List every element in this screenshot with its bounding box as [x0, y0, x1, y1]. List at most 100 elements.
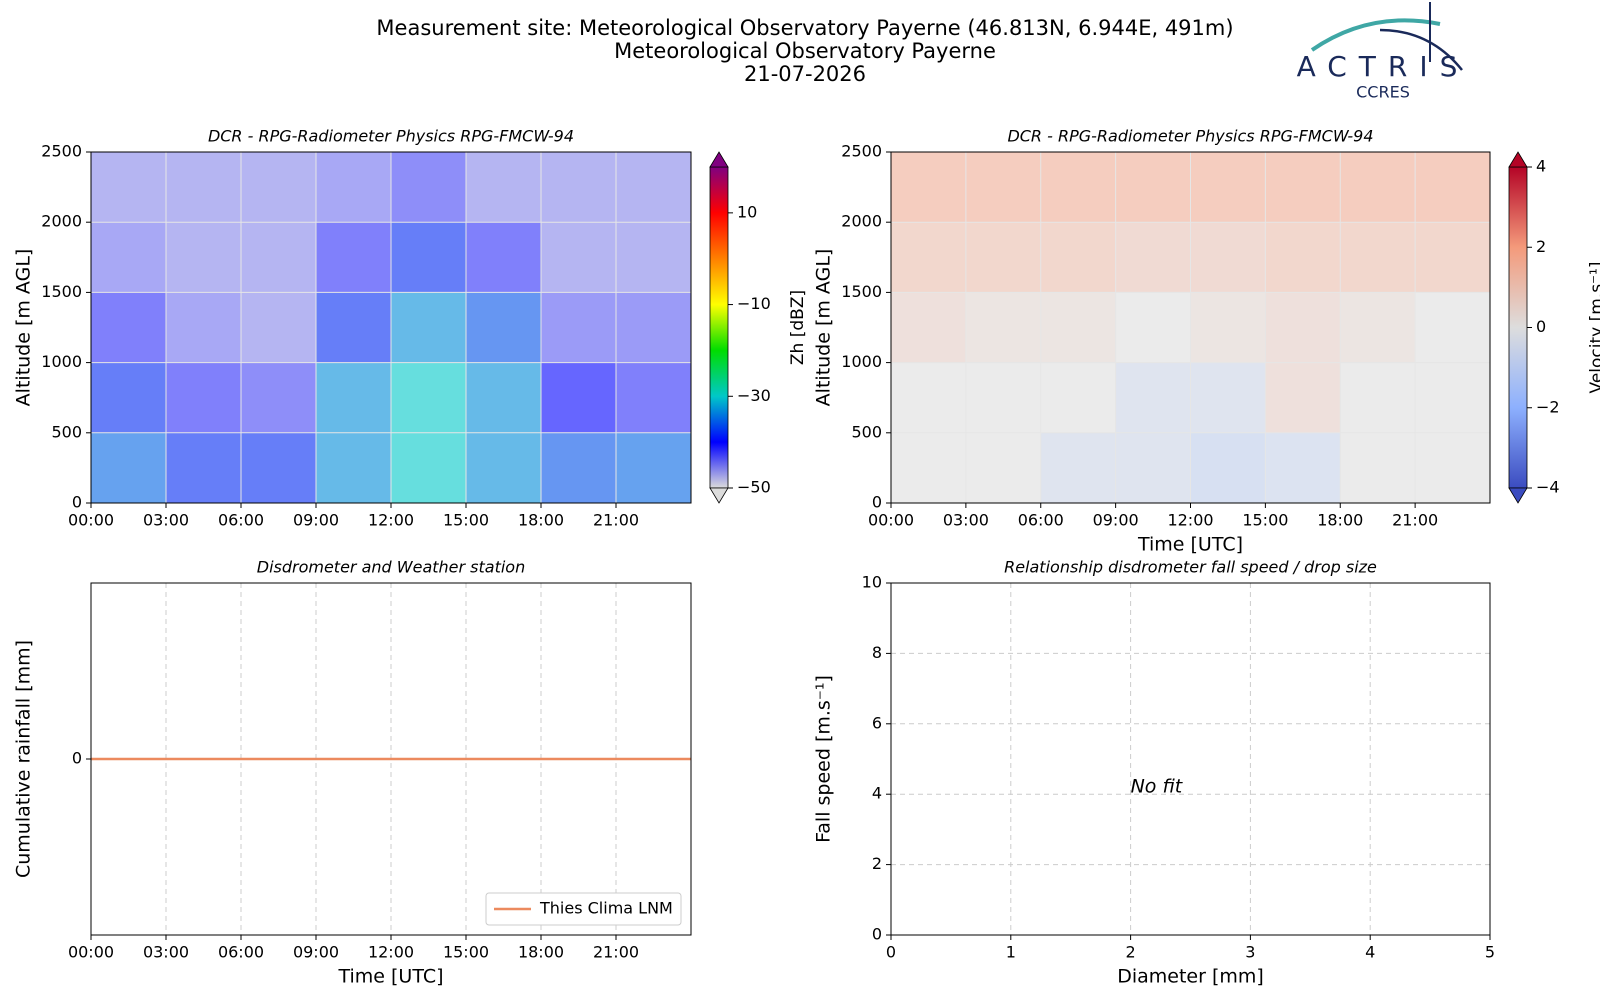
heatmap-cell	[166, 292, 241, 363]
heatmap-cell	[466, 152, 541, 223]
logo: ACTRIS CCRES	[1297, 2, 1470, 102]
x-tick-label: 00:00	[868, 511, 914, 530]
heatmap-cell	[1040, 432, 1116, 503]
heatmap-cell	[1040, 362, 1116, 433]
x-tick-label: 03:00	[943, 511, 989, 530]
x-tick-label: 5	[1485, 943, 1495, 962]
x-tick-label: 18:00	[518, 511, 564, 530]
y-tick-label: 0	[72, 493, 82, 512]
heatmap-cell	[1115, 362, 1191, 433]
legend-box	[485, 892, 682, 926]
colorbar-extend	[1508, 151, 1528, 168]
heatmap-cell	[1115, 222, 1191, 293]
x-tick-label: 0	[886, 943, 896, 962]
heatmap-cell	[466, 222, 541, 293]
heatmap-cell	[616, 362, 691, 433]
heatmap-cell	[965, 292, 1041, 363]
y-tick-label: 6	[872, 713, 882, 732]
x-tick-label: 21:00	[1392, 511, 1438, 530]
y-tick-label: 1000	[41, 352, 82, 371]
heatmap-cell	[316, 292, 391, 363]
colorbar-label: Zh [dBZ]	[788, 290, 808, 365]
x-tick-label: 09:00	[293, 943, 339, 962]
heatmap-cell	[541, 222, 616, 293]
y-tick-label: 2	[872, 854, 882, 873]
heatmap-cell	[1415, 362, 1490, 433]
chart-title: Relationship disdrometer fall speed / dr…	[1004, 558, 1377, 577]
colorbar-extend	[709, 487, 729, 504]
heatmap-cell	[1040, 222, 1116, 293]
x-tick-label: 06:00	[1018, 511, 1064, 530]
plot-frame	[90, 151, 692, 504]
x-tick-label: 00:00	[68, 511, 114, 530]
heatmap-cell	[616, 222, 691, 293]
logo-name: ACTRIS	[1297, 50, 1470, 83]
heatmap-cell	[166, 432, 241, 503]
heatmap-cell	[391, 152, 466, 223]
plot-frame	[90, 582, 692, 936]
heatmap-cell	[1115, 432, 1191, 503]
heatmap-cell	[241, 152, 316, 223]
heatmap-cell	[1040, 292, 1116, 363]
colorbar-label: Velocity [m.s⁻¹]	[1587, 262, 1600, 394]
heatmap-cell	[1415, 292, 1490, 363]
heatmap-cell	[1265, 362, 1341, 433]
heatmap-cell	[1190, 222, 1266, 293]
heatmap-cell	[891, 152, 966, 223]
plot-frame	[890, 151, 1491, 504]
heatmap-cell	[391, 222, 466, 293]
heatmap-cell	[1415, 222, 1490, 293]
y-tick-label: 1500	[841, 282, 882, 301]
x-axis-label: Diameter [mm]	[1117, 966, 1264, 988]
colorbar-tick-label: −4	[1536, 478, 1560, 497]
colorbar-tick-label: −50	[737, 478, 771, 497]
x-tick-label: 03:00	[143, 511, 189, 530]
x-tick-label: 15:00	[443, 943, 489, 962]
colorbar-tick-label: −2	[1536, 397, 1560, 416]
heatmap-cell	[241, 432, 316, 503]
heatmap-cell	[166, 222, 241, 293]
heatmap-cell	[1190, 152, 1266, 223]
heatmap-cell	[1340, 362, 1416, 433]
logo-arc	[1310, 18, 1441, 52]
y-tick-label: 4	[872, 784, 882, 803]
heatmap-cell	[91, 152, 166, 223]
heatmap-cell	[1415, 152, 1490, 223]
x-tick-label: 06:00	[218, 511, 264, 530]
x-tick-label: 21:00	[593, 511, 639, 530]
heatmap-cell	[1340, 222, 1416, 293]
heatmap-cell	[91, 222, 166, 293]
colorbar-extend	[1508, 487, 1528, 504]
y-tick-label: 0	[72, 749, 82, 768]
x-tick-label: 12:00	[1167, 511, 1213, 530]
x-tick-label: 3	[1245, 943, 1255, 962]
x-tick-label: 2	[1126, 943, 1136, 962]
heatmap-cell	[241, 292, 316, 363]
heatmap-cell	[316, 432, 391, 503]
chart-title: DCR - RPG-Radiometer Physics RPG-FMCW-94	[208, 127, 574, 146]
heatmap-cell	[391, 292, 466, 363]
y-tick-label: 0	[872, 925, 882, 944]
x-tick-label: 06:00	[218, 943, 264, 962]
plot-frame	[890, 582, 1491, 936]
heatmap-cell	[891, 432, 966, 503]
x-axis-label: Time [UTC]	[1137, 534, 1243, 556]
x-tick-label: 03:00	[143, 943, 189, 962]
heatmap-cell	[1265, 152, 1341, 223]
heatmap-cell	[166, 362, 241, 433]
x-axis-label: Time [UTC]	[337, 966, 443, 988]
heatmap-cell	[316, 152, 391, 223]
x-tick-label: 12:00	[368, 511, 414, 530]
heatmap-cell	[91, 362, 166, 433]
heatmap-cell	[541, 432, 616, 503]
colorbar	[709, 166, 729, 489]
heatmap-cell	[891, 292, 966, 363]
y-tick-label: 500	[51, 422, 82, 441]
y-tick-label: 1000	[841, 352, 882, 371]
y-axis-label: Altitude [m AGL]	[13, 249, 35, 407]
y-tick-label: 8	[872, 643, 882, 662]
heatmap-cell	[965, 222, 1041, 293]
heatmap-cell	[965, 152, 1041, 223]
x-tick-label: 21:00	[593, 943, 639, 962]
